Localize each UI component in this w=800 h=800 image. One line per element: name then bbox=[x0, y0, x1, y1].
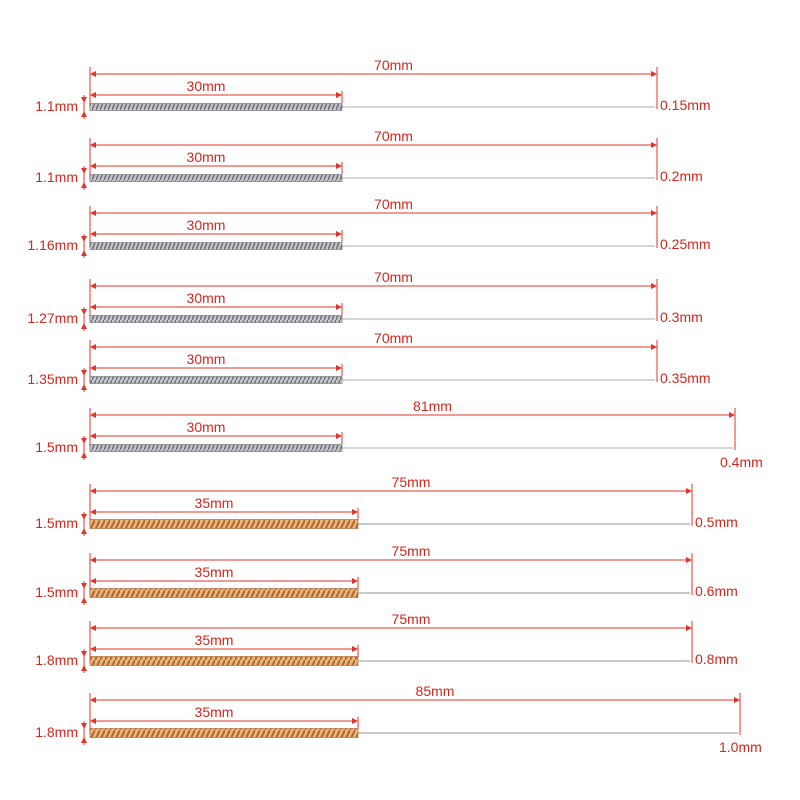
total-length-dimension-line bbox=[90, 557, 692, 563]
handle-length-label: 30mm bbox=[187, 78, 226, 94]
total-length-label: 81mm bbox=[413, 398, 452, 414]
handle-diameter-label: 1.27mm bbox=[27, 310, 78, 326]
handle-length-dimension-line bbox=[90, 304, 342, 310]
total-length-label: 70mm bbox=[374, 196, 413, 212]
handle-length-dimension-line bbox=[90, 92, 342, 98]
tip-diameter-label: 0.4mm bbox=[720, 454, 763, 470]
handle-length-dimension-line bbox=[90, 231, 342, 237]
handle-length-label: 30mm bbox=[187, 290, 226, 306]
tip-diameter-label: 0.2mm bbox=[660, 168, 703, 184]
gold-coil-handle bbox=[89, 728, 359, 738]
extension-lines bbox=[89, 138, 658, 180]
handle-diameter-label: 1.16mm bbox=[27, 237, 78, 253]
handle-length-dimension-line bbox=[90, 718, 358, 724]
total-length-label: 75mm bbox=[392, 543, 431, 559]
tip-diameter-label: 0.8mm bbox=[695, 651, 738, 667]
extension-lines bbox=[89, 279, 658, 321]
handle-diameter-marker bbox=[81, 721, 87, 745]
handle-diameter-marker bbox=[81, 581, 87, 605]
needle-row: 70mm 30mm 1.1mm 0.2mm bbox=[35, 128, 703, 190]
total-length-dimension-line bbox=[90, 625, 692, 631]
silver-coil-handle bbox=[89, 174, 343, 182]
total-length-dimension-line bbox=[90, 412, 735, 418]
handle-length-dimension-line bbox=[90, 433, 342, 439]
total-length-dimension-line bbox=[90, 71, 657, 77]
total-length-dimension-line bbox=[90, 488, 692, 494]
handle-diameter-label: 1.1mm bbox=[35, 98, 78, 114]
handle-length-label: 35mm bbox=[195, 632, 234, 648]
handle-diameter-marker bbox=[81, 368, 87, 392]
silver-coil-handle bbox=[89, 103, 343, 111]
handle-diameter-marker bbox=[81, 649, 87, 673]
handle-length-label: 35mm bbox=[195, 564, 234, 580]
needle-row: 70mm 30mm 1.35mm 0.35mm bbox=[27, 330, 711, 392]
total-length-dimension-line bbox=[90, 283, 657, 289]
handle-diameter-marker bbox=[81, 166, 87, 190]
gold-coil-handle bbox=[89, 519, 359, 529]
handle-length-label: 35mm bbox=[195, 495, 234, 511]
gold-coil-handle bbox=[89, 656, 359, 666]
total-length-label: 70mm bbox=[374, 128, 413, 144]
handle-diameter-marker bbox=[81, 436, 87, 460]
handle-length-label: 35mm bbox=[195, 704, 234, 720]
handle-length-label: 30mm bbox=[187, 149, 226, 165]
gold-coil-handle bbox=[89, 588, 359, 598]
tip-diameter-label: 0.6mm bbox=[695, 583, 738, 599]
handle-diameter-marker bbox=[81, 95, 87, 119]
tip-diameter-label: 0.35mm bbox=[660, 370, 711, 386]
tip-diameter-label: 1.0mm bbox=[719, 739, 762, 755]
handle-length-label: 30mm bbox=[187, 217, 226, 233]
handle-diameter-marker bbox=[81, 512, 87, 536]
silver-coil-handle bbox=[89, 242, 343, 250]
tip-diameter-label: 0.15mm bbox=[660, 97, 711, 113]
total-length-label: 70mm bbox=[374, 269, 413, 285]
handle-diameter-label: 1.8mm bbox=[35, 724, 78, 740]
total-length-label: 70mm bbox=[374, 57, 413, 73]
needle-row: 70mm 30mm 1.27mm 0.3mm bbox=[27, 269, 703, 331]
silver-coil-handle bbox=[89, 444, 343, 452]
needle-row: 81mm 30mm 1.5mm 0.4mm bbox=[35, 398, 763, 470]
handle-diameter-label: 1.8mm bbox=[35, 652, 78, 668]
handle-diameter-label: 1.35mm bbox=[27, 371, 78, 387]
handle-length-dimension-line bbox=[90, 578, 358, 584]
total-length-label: 70mm bbox=[374, 330, 413, 346]
needle-row: 70mm 30mm 1.1mm 0.15mm bbox=[35, 57, 711, 119]
handle-diameter-label: 1.5mm bbox=[35, 515, 78, 531]
total-length-label: 75mm bbox=[392, 611, 431, 627]
extension-lines bbox=[89, 206, 658, 248]
needle-row: 75mm 35mm 1.5mm 0.6mm bbox=[35, 543, 738, 605]
total-length-dimension-line bbox=[90, 210, 657, 216]
extension-lines bbox=[89, 67, 658, 109]
tip-diameter-label: 0.25mm bbox=[660, 236, 711, 252]
needle-row: 85mm 35mm 1.8mm 1.0mm bbox=[35, 683, 762, 755]
handle-diameter-label: 1.5mm bbox=[35, 439, 78, 455]
total-length-label: 85mm bbox=[416, 683, 455, 699]
handle-diameter-label: 1.5mm bbox=[35, 584, 78, 600]
silver-coil-handle bbox=[89, 315, 343, 323]
handle-length-dimension-line bbox=[90, 646, 358, 652]
handle-length-label: 30mm bbox=[187, 351, 226, 367]
tip-diameter-label: 0.5mm bbox=[695, 514, 738, 530]
total-length-dimension-line bbox=[90, 142, 657, 148]
handle-diameter-marker bbox=[81, 307, 87, 331]
tip-diameter-label: 0.3mm bbox=[660, 309, 703, 325]
silver-coil-handle bbox=[89, 376, 343, 384]
handle-length-label: 30mm bbox=[187, 419, 226, 435]
handle-length-dimension-line bbox=[90, 509, 358, 515]
handle-diameter-marker bbox=[81, 234, 87, 258]
handle-length-dimension-line bbox=[90, 163, 342, 169]
handle-length-dimension-line bbox=[90, 365, 342, 371]
needle-row: 70mm 30mm 1.16mm 0.25mm bbox=[27, 196, 711, 258]
extension-lines bbox=[89, 340, 658, 382]
total-length-dimension-line bbox=[90, 697, 740, 703]
needle-row: 75mm 35mm 1.8mm 0.8mm bbox=[35, 611, 738, 673]
handle-diameter-label: 1.1mm bbox=[35, 169, 78, 185]
total-length-label: 75mm bbox=[392, 474, 431, 490]
needle-row: 75mm 35mm 1.5mm 0.5mm bbox=[35, 474, 738, 536]
total-length-dimension-line bbox=[90, 344, 657, 350]
